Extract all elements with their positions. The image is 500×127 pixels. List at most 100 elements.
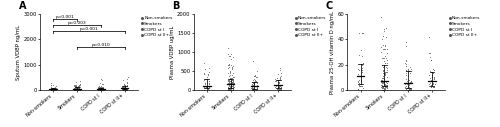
Point [226, 78, 234, 80]
Point [226, 77, 234, 79]
Point [228, 85, 235, 87]
Point [379, 81, 387, 83]
Point [379, 77, 387, 79]
Point [224, 79, 232, 81]
Point [225, 87, 233, 89]
Point [428, 86, 436, 88]
Point [74, 87, 82, 89]
Point [226, 72, 234, 74]
Point [74, 87, 82, 89]
Point [225, 79, 233, 81]
Point [75, 88, 83, 90]
Point [406, 89, 414, 91]
Point [354, 88, 362, 90]
Point [275, 86, 283, 88]
Point [275, 84, 283, 86]
Point [71, 87, 79, 89]
Point [380, 80, 388, 82]
Point [47, 82, 55, 84]
Point [74, 89, 82, 91]
Point [402, 65, 409, 67]
Point [97, 88, 105, 90]
Point [94, 88, 102, 90]
Point [76, 80, 84, 82]
Point [71, 85, 79, 87]
Point [47, 84, 55, 86]
Point [382, 85, 390, 87]
Point [275, 86, 283, 88]
Point [251, 88, 259, 90]
Point [276, 76, 284, 78]
Point [429, 72, 437, 74]
Point [382, 36, 390, 38]
Point [426, 70, 434, 72]
Point [383, 67, 391, 69]
Point [72, 88, 80, 90]
Point [226, 86, 234, 88]
Point [271, 78, 279, 80]
Point [224, 80, 232, 82]
Point [378, 84, 386, 86]
Point [274, 88, 281, 90]
Point [277, 86, 285, 88]
Point [276, 82, 283, 84]
Point [430, 86, 438, 88]
Point [276, 67, 284, 69]
Point [52, 87, 60, 89]
Point [98, 87, 106, 89]
Point [226, 87, 234, 89]
Point [224, 86, 232, 88]
Legend: Non-smokers, Smokers, COPD st I, COPD st II+: Non-smokers, Smokers, COPD st I, COPD st… [295, 16, 326, 37]
Point [96, 87, 104, 89]
Point [98, 89, 106, 91]
Point [202, 89, 210, 91]
Point [224, 64, 232, 66]
Point [230, 82, 237, 84]
Point [228, 79, 236, 81]
Point [427, 59, 435, 61]
Point [95, 88, 103, 90]
Point [272, 80, 280, 82]
Point [203, 88, 211, 90]
Point [51, 89, 59, 91]
Point [75, 89, 83, 91]
Point [402, 88, 410, 90]
Point [74, 86, 82, 88]
Point [120, 86, 128, 88]
Point [430, 69, 438, 71]
Point [404, 89, 411, 91]
Point [228, 87, 236, 89]
Point [201, 83, 209, 85]
Point [74, 89, 82, 91]
Point [356, 85, 364, 87]
Point [71, 86, 79, 88]
Point [381, 89, 389, 91]
Point [380, 87, 388, 89]
Point [98, 87, 106, 89]
Point [71, 88, 79, 90]
Point [276, 75, 284, 77]
Point [428, 79, 436, 81]
Point [226, 88, 234, 90]
Point [202, 86, 210, 88]
Point [404, 87, 411, 89]
Point [120, 86, 128, 89]
Point [72, 86, 80, 88]
Point [72, 85, 80, 87]
Point [250, 85, 258, 87]
Point [200, 89, 208, 91]
Point [73, 88, 81, 90]
Point [378, 79, 386, 81]
Point [98, 89, 106, 91]
Point [72, 88, 80, 90]
Point [380, 65, 388, 67]
Point [98, 88, 106, 90]
Point [96, 85, 104, 87]
Point [276, 89, 284, 91]
Point [204, 88, 212, 90]
Point [124, 76, 132, 78]
Point [52, 85, 60, 87]
Point [378, 84, 386, 86]
Point [74, 89, 82, 91]
Point [379, 81, 387, 83]
